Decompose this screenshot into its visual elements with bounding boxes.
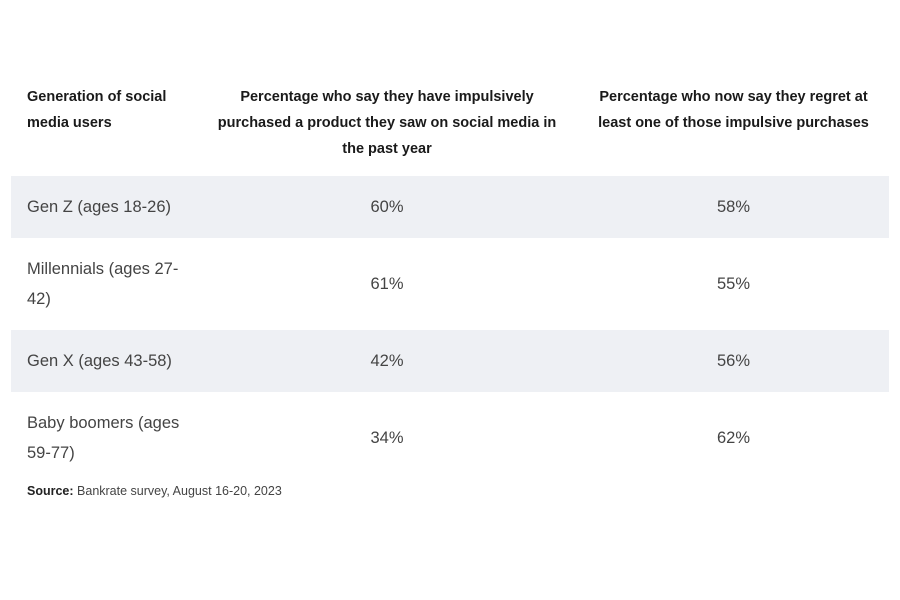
survey-table: Generation of social media users Percent…	[11, 78, 889, 484]
survey-table-container: Generation of social media users Percent…	[11, 78, 889, 484]
purchased-cell: 42%	[196, 330, 578, 392]
purchased-cell: 60%	[196, 176, 578, 238]
generation-cell: Millennials (ages 27-42)	[27, 260, 179, 308]
source-label: Source:	[27, 484, 74, 498]
table-row: Baby boomers (ages 59-77) 34% 62%	[11, 392, 889, 484]
header-purchased: Percentage who say they have impulsively…	[217, 89, 557, 157]
generation-cell: Baby boomers (ages 59-77)	[27, 414, 180, 462]
regret-cell: 62%	[716, 429, 751, 447]
regret-cell: 55%	[716, 275, 751, 293]
table-header-row: Generation of social media users Percent…	[11, 78, 889, 176]
generation-cell: Gen X (ages 43-58)	[11, 330, 196, 392]
header-regret: Percentage who now say they regret at le…	[598, 89, 869, 131]
table-row: Gen X (ages 43-58) 42% 56%	[11, 330, 889, 392]
table-row: Gen Z (ages 18-26) 60% 58%	[11, 176, 889, 238]
source-note: Source: Bankrate survey, August 16-20, 2…	[27, 484, 282, 498]
generation-cell: Gen Z (ages 18-26)	[11, 176, 196, 238]
regret-cell: 58%	[578, 176, 889, 238]
table-row: Millennials (ages 27-42) 61% 55%	[11, 238, 889, 330]
regret-cell: 56%	[578, 330, 889, 392]
source-text: Bankrate survey, August 16-20, 2023	[77, 484, 282, 498]
header-generation: Generation of social media users	[27, 89, 167, 131]
purchased-cell: 34%	[370, 429, 404, 447]
purchased-cell: 61%	[370, 275, 404, 293]
